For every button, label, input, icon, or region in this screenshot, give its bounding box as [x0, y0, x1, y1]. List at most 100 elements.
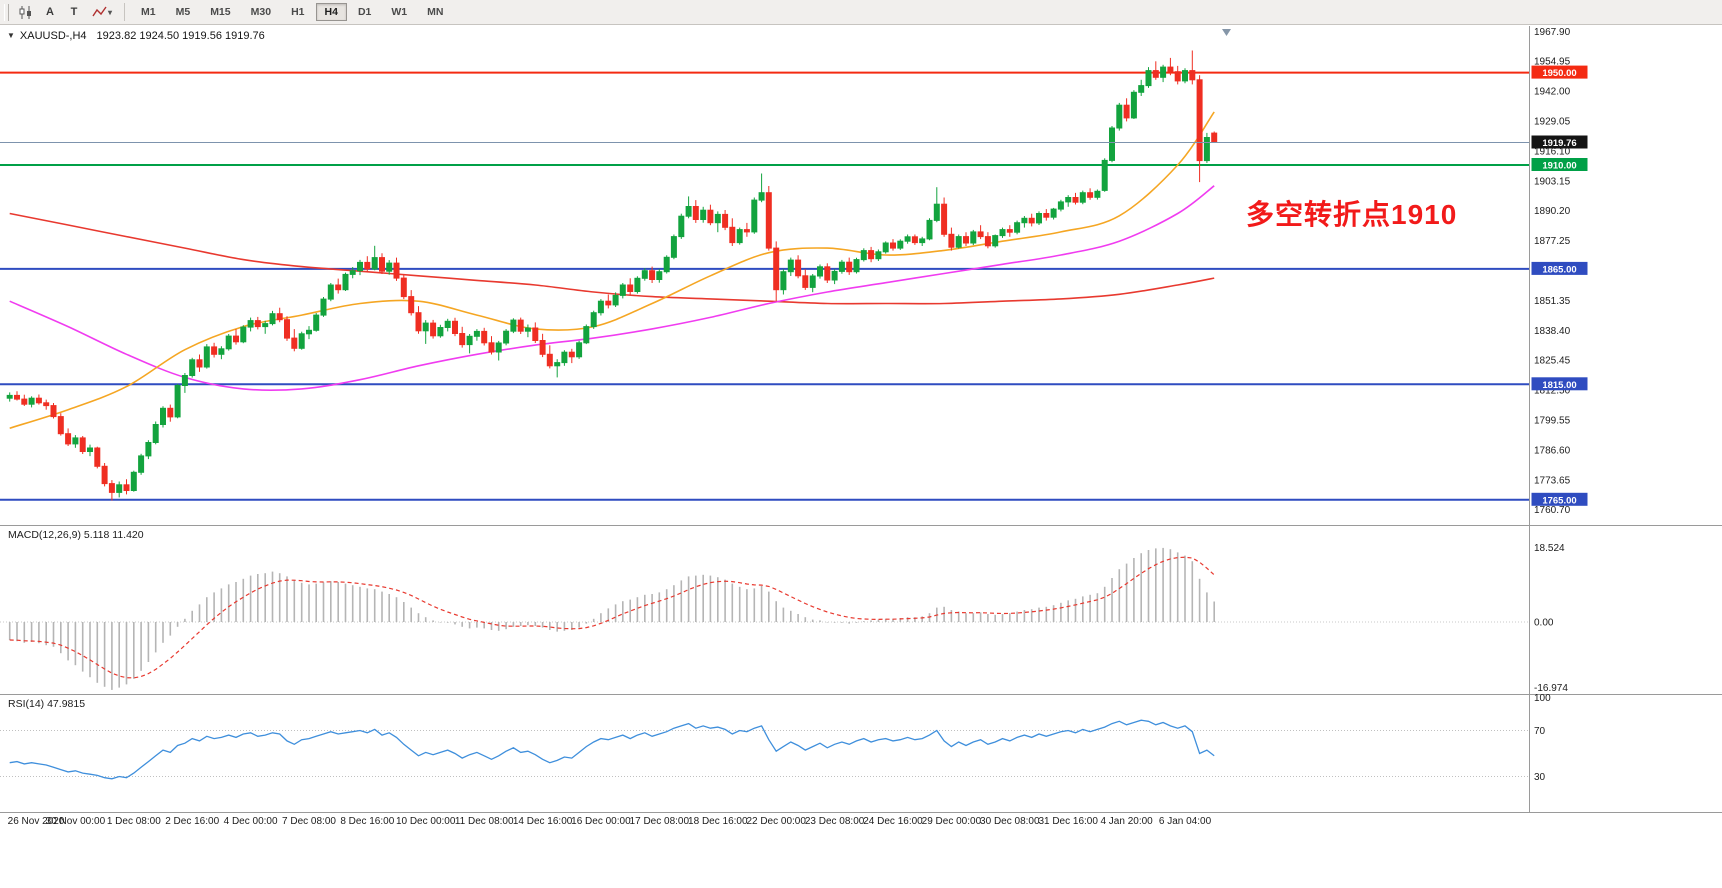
svg-text:22 Dec 00:00: 22 Dec 00:00: [746, 816, 806, 827]
svg-text:1799.55: 1799.55: [1534, 416, 1571, 427]
timeframe-button-m15[interactable]: M15: [201, 3, 239, 21]
svg-text:1942.00: 1942.00: [1534, 87, 1571, 98]
svg-text:18.524: 18.524: [1534, 543, 1565, 554]
svg-text:1786.60: 1786.60: [1534, 445, 1571, 456]
polyline-glyph: [92, 6, 107, 17]
timeframe-button-m5[interactable]: M5: [167, 3, 200, 21]
indicators-dropdown-icon[interactable]: ▾: [86, 2, 118, 22]
text-tool-icon[interactable]: T: [62, 2, 86, 22]
timeframe-button-m30[interactable]: M30: [242, 3, 280, 21]
svg-text:1950.00: 1950.00: [1542, 68, 1576, 79]
svg-text:30 Nov 00:00: 30 Nov 00:00: [46, 816, 106, 827]
timeframe-button-w1[interactable]: W1: [382, 3, 416, 21]
candlestick-glyph: [19, 5, 31, 19]
toolbar-grip[interactable]: [4, 3, 9, 21]
svg-text:1838.40: 1838.40: [1534, 326, 1571, 337]
medium-ma-line: [9, 185, 1215, 391]
svg-text:30 Dec 08:00: 30 Dec 08:00: [980, 816, 1040, 827]
level-badge: [1531, 377, 1588, 391]
symbol-dropdown-icon[interactable]: ▼: [7, 31, 15, 40]
toolbar: A T ▾ M1 M5 M15 M30 H1 H4 D1 W1 MN: [0, 0, 1722, 25]
svg-text:1865.00: 1865.00: [1542, 264, 1576, 275]
svg-text:10 Dec 00:00: 10 Dec 00:00: [396, 816, 456, 827]
macd-signal-line: [9, 556, 1215, 679]
svg-text:70: 70: [1534, 726, 1546, 737]
svg-text:1967.90: 1967.90: [1534, 27, 1571, 38]
pane-separators: [0, 26, 1722, 813]
svg-text:1954.95: 1954.95: [1534, 57, 1571, 68]
rsi-pane: 100 70 30: [0, 693, 1551, 783]
level-badge: [1531, 261, 1588, 275]
svg-text:17 Dec 08:00: 17 Dec 08:00: [630, 816, 690, 827]
macd-pane: 18.524 0.00 -16.974: [0, 543, 1568, 694]
annotate-a-icon[interactable]: A: [38, 2, 62, 22]
svg-text:1890.20: 1890.20: [1534, 206, 1571, 217]
svg-text:1903.15: 1903.15: [1534, 176, 1571, 187]
rsi-line: [9, 719, 1215, 780]
svg-text:1919.76: 1919.76: [1542, 138, 1576, 149]
svg-text:31 Dec 16:00: 31 Dec 16:00: [1038, 816, 1098, 827]
svg-text:1877.25: 1877.25: [1534, 236, 1571, 247]
price-axis: 1967.90 1954.95 1942.00 1929.05 1916.10 1903.…: [1534, 27, 1571, 516]
svg-text:23 Dec 08:00: 23 Dec 08:00: [805, 816, 865, 827]
svg-text:16 Dec 00:00: 16 Dec 00:00: [571, 816, 631, 827]
svg-text:6 Jan 04:00: 6 Jan 04:00: [1159, 816, 1212, 827]
svg-text:1929.05: 1929.05: [1534, 117, 1571, 128]
timeframe-button-h4[interactable]: H4: [315, 3, 347, 21]
svg-text:8 Dec 16:00: 8 Dec 16:00: [340, 816, 394, 827]
level-badge: [1531, 492, 1588, 506]
chart-shift-marker-icon[interactable]: [1222, 29, 1231, 36]
svg-text:2 Dec 16:00: 2 Dec 16:00: [165, 816, 219, 827]
level-badge: [1531, 65, 1588, 79]
text-tool-label: T: [70, 6, 78, 18]
chart-tool-icon[interactable]: [14, 2, 38, 22]
svg-text:1916.10: 1916.10: [1534, 146, 1571, 157]
svg-text:24 Dec 16:00: 24 Dec 16:00: [863, 816, 923, 827]
svg-text:1910.00: 1910.00: [1542, 161, 1576, 172]
current-price-marker: 1919.76: [0, 135, 1588, 149]
svg-text:1812.50: 1812.50: [1534, 386, 1571, 397]
timeframe-button-d1[interactable]: D1: [349, 3, 380, 21]
macd-indicator-label: MACD(12,26,9) 5.118 11.420: [8, 529, 144, 541]
svg-text:1825.45: 1825.45: [1534, 356, 1571, 367]
svg-text:29 Dec 00:00: 29 Dec 00:00: [922, 816, 982, 827]
timeframe-button-m1[interactable]: M1: [132, 3, 165, 21]
svg-text:11 Dec 08:00: 11 Dec 08:00: [455, 816, 514, 827]
svg-text:0.00: 0.00: [1534, 618, 1554, 629]
level-badge: [1531, 158, 1588, 171]
annotate-a-label: A: [46, 6, 54, 18]
svg-text:1815.00: 1815.00: [1542, 380, 1576, 391]
timeframe-toolbar: M1 M5 M15 M30 H1 H4 D1 W1 MN: [131, 3, 453, 21]
svg-text:-16.974: -16.974: [1534, 683, 1568, 694]
svg-text:100: 100: [1534, 693, 1551, 704]
svg-text:1760.70: 1760.70: [1534, 505, 1571, 516]
svg-text:1 Dec 08:00: 1 Dec 08:00: [107, 816, 161, 827]
ohlc-values: 1923.82 1924.50 1919.56 1919.76: [96, 30, 265, 42]
rsi-indicator-label: RSI(14) 47.9815: [8, 698, 86, 710]
toolbar-separator: [124, 3, 125, 21]
price-level-lines[interactable]: 1950.00 1910.00 1865.00 1815.00 1765.00: [0, 65, 1588, 507]
svg-text:18 Dec 16:00: 18 Dec 16:00: [688, 816, 748, 827]
svg-text:4 Jan 20:00: 4 Jan 20:00: [1100, 816, 1153, 827]
svg-text:26 Nov 2020: 26 Nov 2020: [8, 816, 65, 827]
svg-text:4 Dec 00:00: 4 Dec 00:00: [224, 816, 278, 827]
chart-annotation-text: 多空转折点1910: [1246, 199, 1458, 230]
svg-text:1851.35: 1851.35: [1534, 296, 1571, 307]
chart-ohlc-header: ▼ XAUUSD-,H4 1923.82 1924.50 1919.56 1919.…: [7, 30, 265, 42]
moving-averages: [9, 111, 1215, 429]
candlesticks[interactable]: [6, 50, 1218, 501]
symbol-timeframe-label: XAUUSD-,H4: [19, 30, 87, 42]
timeframe-button-mn[interactable]: MN: [418, 3, 452, 21]
dropdown-caret-icon: ▾: [107, 7, 112, 17]
timeframe-button-h1[interactable]: H1: [282, 3, 313, 21]
svg-text:1773.65: 1773.65: [1534, 475, 1571, 486]
svg-text:30: 30: [1534, 772, 1546, 783]
slow-ma-line: [9, 212, 1215, 305]
svg-text:1765.00: 1765.00: [1542, 495, 1576, 506]
svg-text:14 Dec 16:00: 14 Dec 16:00: [513, 816, 573, 827]
svg-text:7 Dec 08:00: 7 Dec 08:00: [282, 816, 336, 827]
fast-ma-line: [9, 111, 1215, 429]
